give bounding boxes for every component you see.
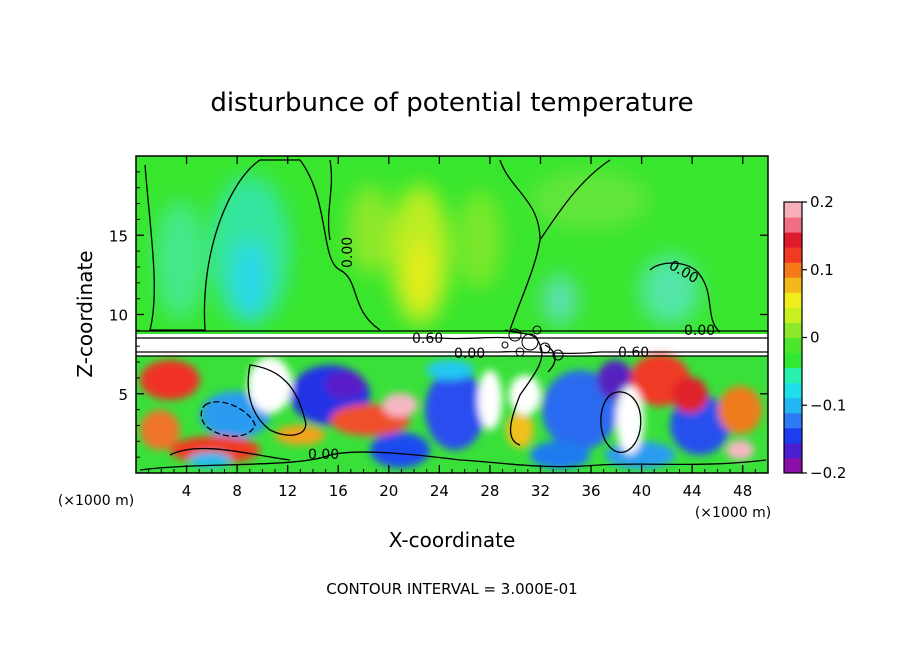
colorbar-swatch (784, 262, 802, 278)
y-tick-label: 5 (118, 386, 128, 404)
x-tick-label: 32 (531, 482, 550, 500)
colorbar-swatch (784, 292, 802, 308)
contour-label: 0.00 (340, 237, 356, 268)
y-tick-label: 15 (109, 227, 128, 245)
colorbar-swatch (784, 397, 802, 414)
x-tick-label: 12 (278, 482, 297, 500)
contour-label: 0.00 (684, 323, 715, 339)
contour-swirls (501, 325, 564, 361)
y-axis-title: Z-coordinate (73, 250, 97, 377)
x-axis: 4 8 12 16 20 24 28 32 36 40 44 48 (148, 156, 756, 500)
colorbar-swatch (784, 337, 802, 354)
colorbar-tick-label: −0.1 (810, 396, 846, 414)
x-tick-label: 8 (232, 482, 242, 500)
chart-title: disturbunce of potential temperature (210, 88, 693, 118)
colorbar-swatch (784, 217, 802, 233)
y-axis-unit: (×1000 m) (58, 493, 134, 509)
colorbar-swatch (784, 457, 802, 474)
colorbar-swatch (784, 277, 802, 293)
x-tick-label: 4 (182, 482, 192, 500)
colorbar-swatch (784, 442, 802, 459)
colorbar-tick-label: 0.2 (810, 193, 834, 211)
contour-interval-note: CONTOUR INTERVAL = 3.000E-01 (326, 580, 577, 598)
colorbar-swatch (784, 382, 802, 399)
colorbar-swatch (784, 247, 802, 263)
colorbar-tick-label: −0.2 (810, 464, 846, 482)
y-axis: 5 10 15 (109, 171, 768, 458)
lower-field-blobs (140, 354, 762, 469)
colorbar-swatch (784, 412, 802, 429)
x-tick-label: 48 (733, 482, 752, 500)
colorbar: 0.2 0.1 0 −0.1 −0.2 (783, 193, 846, 482)
x-axis-title: X-coordinate (389, 528, 516, 552)
x-tick-label: 40 (632, 482, 651, 500)
colorbar-swatch (784, 427, 802, 444)
colorbar-tick-label: 0 (810, 329, 820, 347)
plot-area: 0.60 0.60 0.00 0.00 0.00 0.00 0.00 (136, 156, 768, 473)
x-tick-label: 28 (480, 482, 499, 500)
contour-lines (136, 159, 768, 471)
x-tick-label: 20 (379, 482, 398, 500)
colorbar-tick-label: 0.1 (810, 261, 834, 279)
x-tick-label: 24 (430, 482, 449, 500)
colorbar-swatch (784, 322, 802, 338)
stable-layer-band (136, 334, 768, 356)
contour-label: 0.60 (412, 331, 443, 347)
colorbar-swatch (784, 307, 802, 323)
x-tick-label: 44 (683, 482, 702, 500)
x-axis-unit: (×1000 m) (695, 505, 771, 521)
contour-label: 0.00 (308, 447, 339, 463)
colorbar-swatch (784, 352, 802, 369)
y-tick-label: 10 (109, 307, 128, 325)
colorbar-swatch (784, 232, 802, 248)
colorbar-swatch (784, 367, 802, 384)
x-tick-label: 36 (581, 482, 600, 500)
x-tick-label: 16 (329, 482, 348, 500)
upper-field-variations (155, 170, 700, 325)
contour-label: 0.60 (618, 345, 649, 361)
colorbar-swatch (784, 202, 802, 218)
contour-label: 0.00 (454, 346, 485, 362)
